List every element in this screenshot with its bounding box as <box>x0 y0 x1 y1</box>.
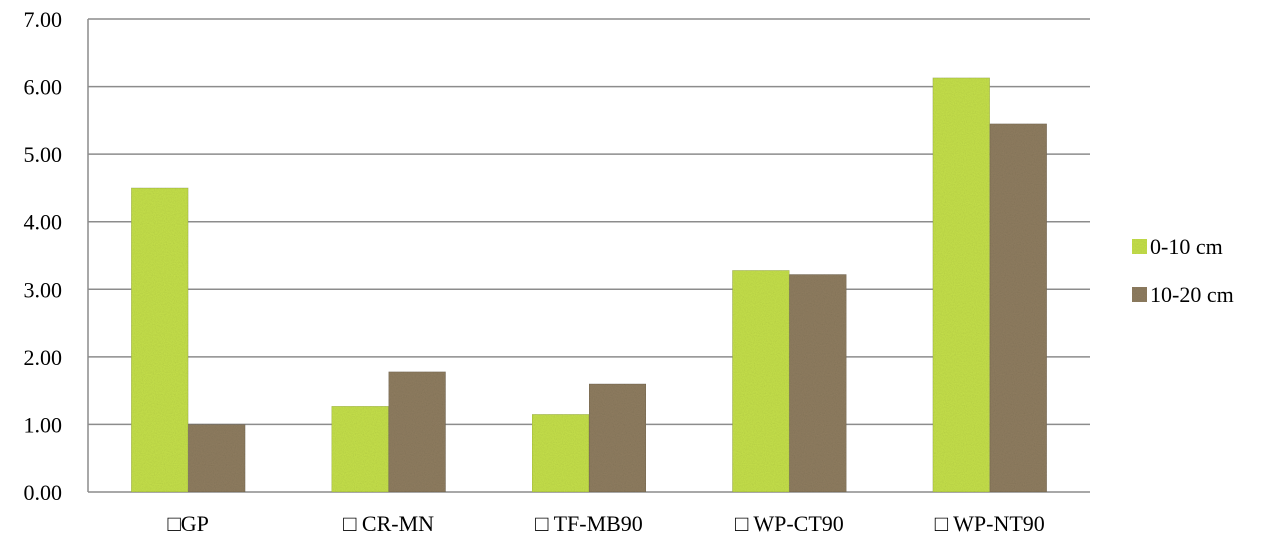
y-tick-label: 6.00 <box>24 75 63 100</box>
legend-swatch-1 <box>1132 287 1147 302</box>
y-tick-label: 4.00 <box>24 210 63 235</box>
x-tick-label: □GP <box>167 511 208 536</box>
bar-series2-0 <box>187 423 246 493</box>
bar-series2-2 <box>588 383 647 493</box>
bar-series2-4 <box>989 123 1048 493</box>
bar-series2-3 <box>788 273 847 493</box>
legend-label-1: 10-20 cm <box>1150 282 1234 307</box>
y-tick-label: 1.00 <box>24 412 63 437</box>
y-tick-label: 5.00 <box>24 142 63 167</box>
x-tick-label: □ WP-CT90 <box>735 511 844 536</box>
x-tick-label: □ WP-NT90 <box>935 511 1045 536</box>
y-tick-label: 0.00 <box>24 480 63 505</box>
bar-series1-3 <box>731 269 790 493</box>
bar-series1-4 <box>932 77 991 493</box>
bar-series1-1 <box>331 405 390 493</box>
bars <box>130 77 1048 493</box>
x-tick-label: □ TF-MB90 <box>535 511 643 536</box>
bar-series2-1 <box>388 371 447 493</box>
legend-label-0: 0-10 cm <box>1150 234 1223 259</box>
legend-swatch-0 <box>1132 239 1147 254</box>
bar-series1-0 <box>130 187 189 493</box>
labels: 0.00 1.00 2.00 3.00 4.00 5.00 6.00 7.00 □GP □ CR-… <box>24 7 1045 536</box>
gridlines <box>88 18 1090 426</box>
y-tick-label: 2.00 <box>24 345 63 370</box>
bar-series1-2 <box>531 413 590 493</box>
x-tick-label: □ CR-MN <box>343 511 434 536</box>
y-tick-label: 7.00 <box>24 7 63 32</box>
legend: 0-10 cm 10-20 cm <box>1132 234 1234 307</box>
y-tick-label: 3.00 <box>24 277 63 302</box>
